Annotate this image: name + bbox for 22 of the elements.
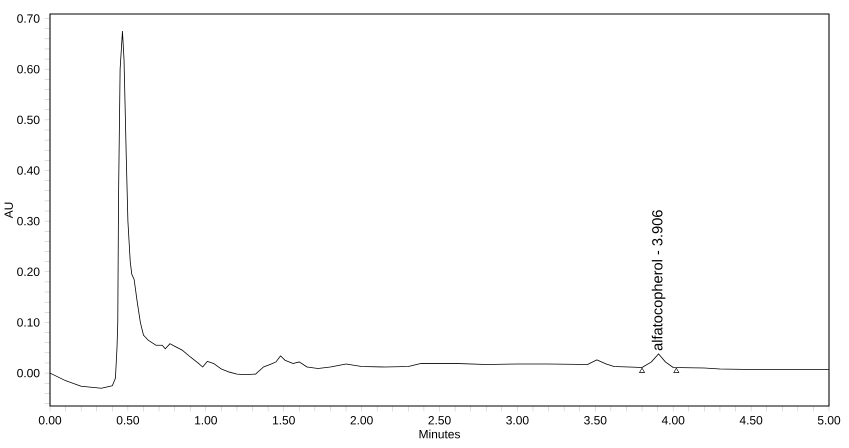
x-tick-label: 4.00 [662,416,684,424]
x-tick-label: 1.00 [195,416,217,424]
y-tick-label: 0.30 [17,216,40,226]
y-tick-label: 0.20 [17,268,40,276]
y-tick-label: 0.00 [17,368,40,378]
x-tick-label: 2.00 [350,416,373,424]
x-axis-title: Minutes [420,430,460,438]
x-tick-label: 5.00 [818,416,840,424]
y-tick-label: 0.70 [17,14,40,23]
annotation: alfatocopherol - 3.906 [652,210,666,350]
y-axis-title: AU [4,202,13,218]
x-tick-label: 3.50 [584,416,606,424]
x-tick-label: 4.50 [740,416,762,424]
x-tick-label: 0.00 [38,416,62,424]
y-tick-label: 0.10 [17,318,40,327]
y-tick-label: 0.50 [17,116,40,124]
y-tick-label: 0.40 [17,166,40,175]
x-tick-label: 1.50 [272,416,295,424]
y-tick-label: 0.60 [17,64,40,74]
x-tick-label: 2.50 [428,416,451,424]
x-tick-label: 3.00 [506,416,529,424]
x-tick-label: 0.50 [116,416,140,424]
